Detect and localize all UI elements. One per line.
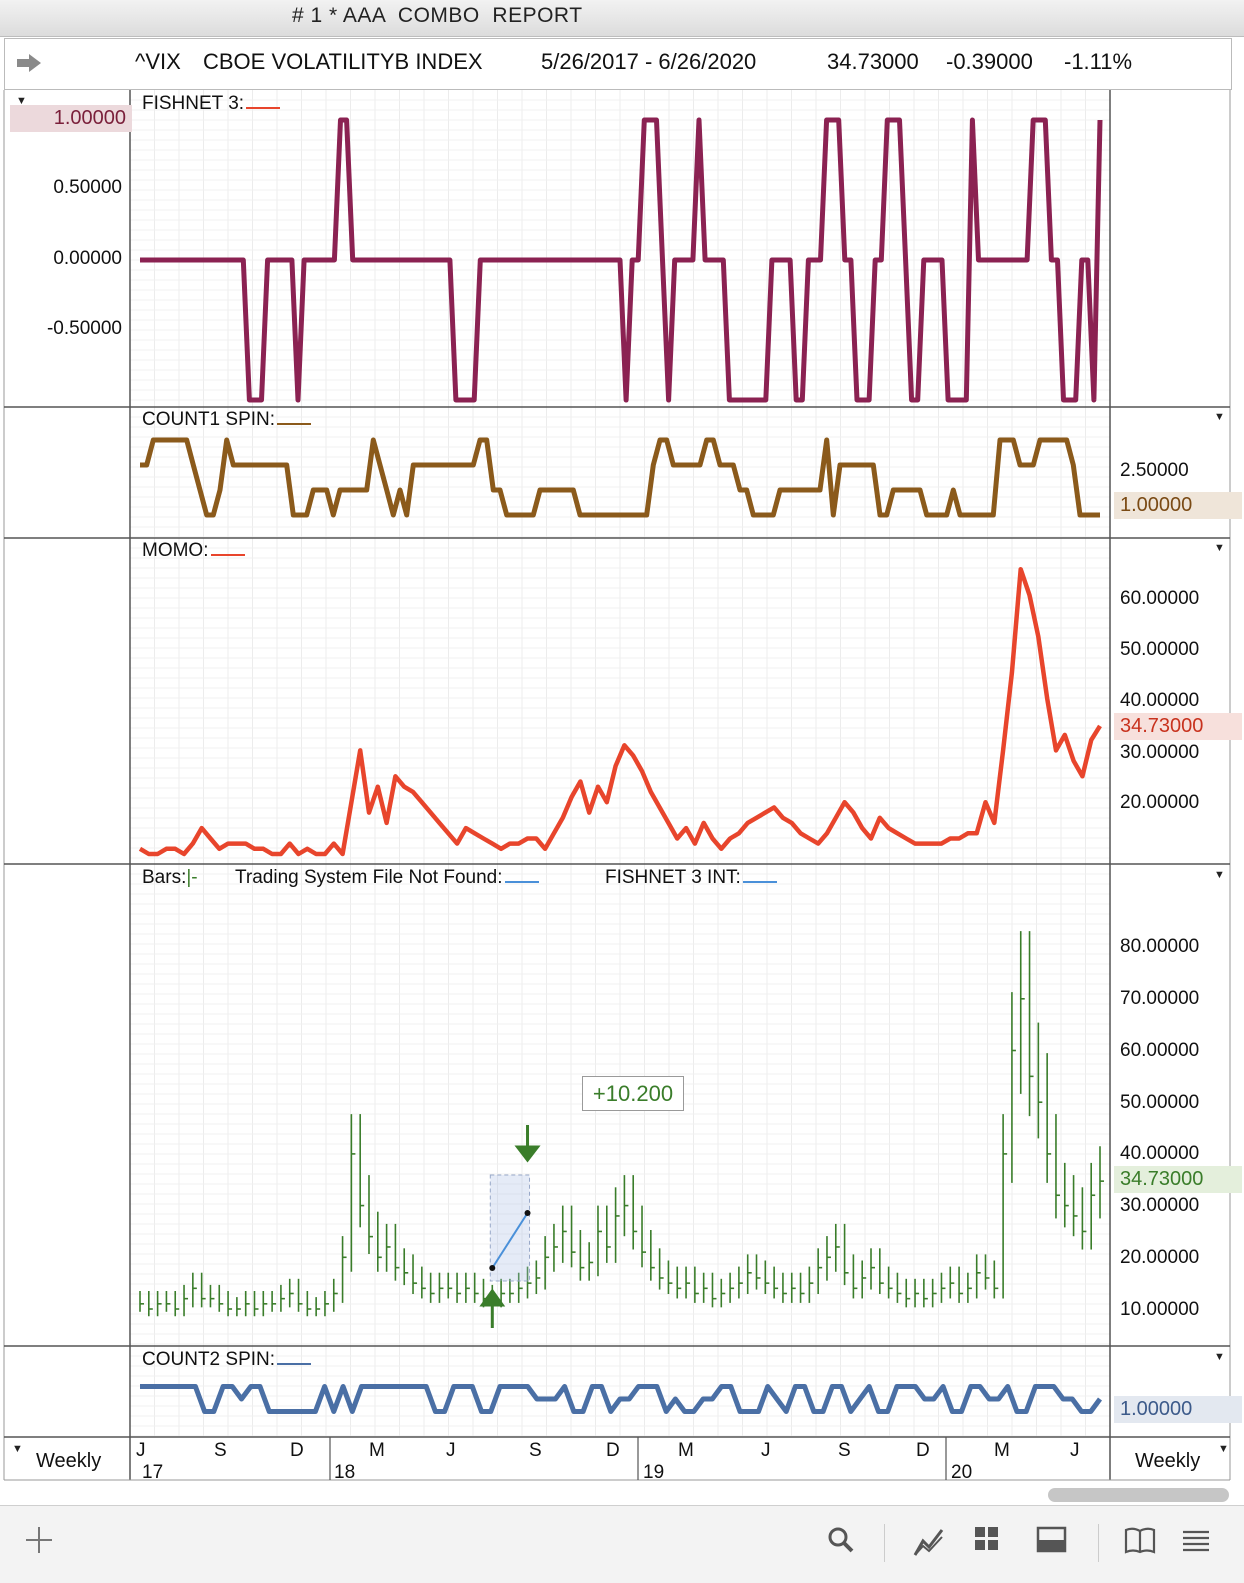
x-month-label: S [214, 1440, 227, 1461]
panel-menu-triangle-icon[interactable]: ▼ [1214, 1351, 1225, 1363]
momo-series [138, 566, 1102, 857]
horizontal-scrollbar[interactable] [1048, 1488, 1229, 1502]
fishnet-int-label: FISHNET 3 INT: [605, 867, 777, 889]
panel-menu-triangle-icon[interactable]: ▼ [1214, 542, 1225, 554]
period-menu-triangle-icon[interactable]: ▼ [1218, 1443, 1229, 1455]
trading-system-label: Trading System File Not Found: [235, 867, 539, 889]
bars-tick: 10.00000 [1120, 1299, 1200, 1320]
trade-line [491, 1212, 529, 1269]
period-menu-triangle-icon[interactable]: ▼ [12, 1443, 23, 1455]
bars-tick: 60.00000 [1120, 1040, 1200, 1061]
bars-tick: 20.00000 [1120, 1247, 1200, 1268]
count1-series [140, 437, 1100, 518]
bars-tick: 50.00000 [1120, 1092, 1200, 1113]
bars-tick: 70.00000 [1120, 988, 1200, 1009]
buy-arrow-icon [479, 1288, 506, 1328]
momo-tick: 40.00000 [1120, 690, 1200, 711]
add-icon[interactable] [24, 1525, 54, 1555]
momo-tick: 60.00000 [1120, 588, 1200, 609]
price-bars-series [139, 931, 1104, 1328]
fishnet-series [140, 117, 1103, 403]
fishnet-tick: 0.50000 [53, 177, 122, 198]
exit-marker [524, 1210, 531, 1216]
count1-line [140, 437, 1100, 518]
x-year-label: 19 [643, 1462, 665, 1483]
count2-series [140, 1384, 1103, 1414]
bottom-toolbar [0, 1505, 1244, 1583]
sell-arrow-icon [514, 1125, 541, 1163]
book-icon[interactable] [1123, 1525, 1157, 1555]
security-name: CBOE VOLATILITYB INDEX [203, 49, 483, 74]
count2-line [140, 1384, 1103, 1414]
price-change: -0.39000 [946, 49, 1033, 74]
count2-label: COUNT2 SPIN: [142, 1349, 312, 1371]
count1-tick: 2.50000 [1120, 460, 1189, 481]
x-month-label: S [529, 1440, 542, 1461]
x-month-label: M [369, 1440, 385, 1461]
panel-frames [3, 90, 1231, 1481]
x-month-label: J [446, 1440, 456, 1461]
window-titlebar: # 1 * AAA COMBO REPORT [0, 0, 1244, 37]
x-month-label: S [838, 1440, 851, 1461]
bars-current-value: 34.73000 [1114, 1166, 1242, 1193]
chart-header: ^VIX CBOE VOLATILITYB INDEX 5/26/2017 - … [4, 38, 1232, 90]
panel-menu-triangle-icon[interactable]: ▼ [16, 95, 27, 107]
layout-grid-icon[interactable] [973, 1525, 1001, 1553]
fishnet-current-value: 1.00000 [10, 105, 132, 132]
fishnet-tick: -0.50000 [46, 318, 122, 339]
x-year-label: 20 [951, 1462, 973, 1483]
last-price: 34.73000 [827, 49, 919, 74]
window-title: # 1 * AAA COMBO REPORT [292, 4, 583, 27]
bars-glyph: |- [186, 867, 198, 888]
search-icon[interactable] [827, 1525, 855, 1555]
fishnet-label: FISHNET 3: [142, 93, 281, 115]
bars-label: Bars:|- [142, 867, 198, 888]
bars-tick: 40.00000 [1120, 1143, 1200, 1164]
price-change-pct: -1.11% [1064, 49, 1133, 74]
panel-layout-icon[interactable] [1036, 1525, 1068, 1555]
momo-tick: 20.00000 [1120, 792, 1200, 813]
momo-tick: 50.00000 [1120, 639, 1200, 660]
momo-line [138, 566, 1102, 857]
symbol: ^VIX [135, 49, 181, 74]
bars-tick: 30.00000 [1120, 1195, 1200, 1216]
x-month-label: J [136, 1440, 146, 1461]
fishnet-tick: 0.00000 [53, 248, 122, 269]
momo-current-value: 34.73000 [1114, 713, 1242, 740]
date-range: 5/26/2017 - 6/26/2020 [541, 49, 757, 74]
x-month-label: J [1070, 1440, 1080, 1461]
x-month-label: D [290, 1440, 304, 1461]
panel-menu-triangle-icon[interactable]: ▼ [1214, 411, 1225, 423]
bars-tick: 80.00000 [1120, 936, 1200, 957]
arrow-right-icon[interactable] [15, 52, 43, 74]
toolbar-separator [1098, 1524, 1099, 1562]
count2-current-value: 1.00000 [1114, 1396, 1242, 1423]
x-month-label: D [606, 1440, 620, 1461]
momo-tick: 30.00000 [1120, 742, 1200, 763]
x-month-label: J [761, 1440, 771, 1461]
menu-icon[interactable] [1180, 1525, 1212, 1555]
period-selector-right[interactable]: Weekly [1135, 1450, 1201, 1472]
chart-line-icon[interactable] [912, 1525, 946, 1559]
trade-box [489, 1174, 531, 1282]
trade-profit-annotation: +10.200 [582, 1076, 684, 1111]
fishnet-line [140, 117, 1103, 403]
x-month-label: D [916, 1440, 930, 1461]
panel-menu-triangle-icon[interactable]: ▼ [1214, 869, 1225, 881]
chart-area[interactable] [0, 0, 1244, 1505]
count1-label: COUNT1 SPIN: [142, 409, 312, 431]
count1-current-value: 1.00000 [1114, 492, 1242, 519]
x-year-label: 18 [334, 1462, 356, 1483]
momo-label: MOMO: [142, 540, 245, 562]
toolbar-separator [884, 1524, 885, 1562]
x-month-label: M [678, 1440, 694, 1461]
x-year-label: 17 [142, 1462, 164, 1483]
x-month-label: M [994, 1440, 1010, 1461]
period-selector-left[interactable]: Weekly [36, 1450, 102, 1472]
entry-marker [489, 1265, 496, 1271]
